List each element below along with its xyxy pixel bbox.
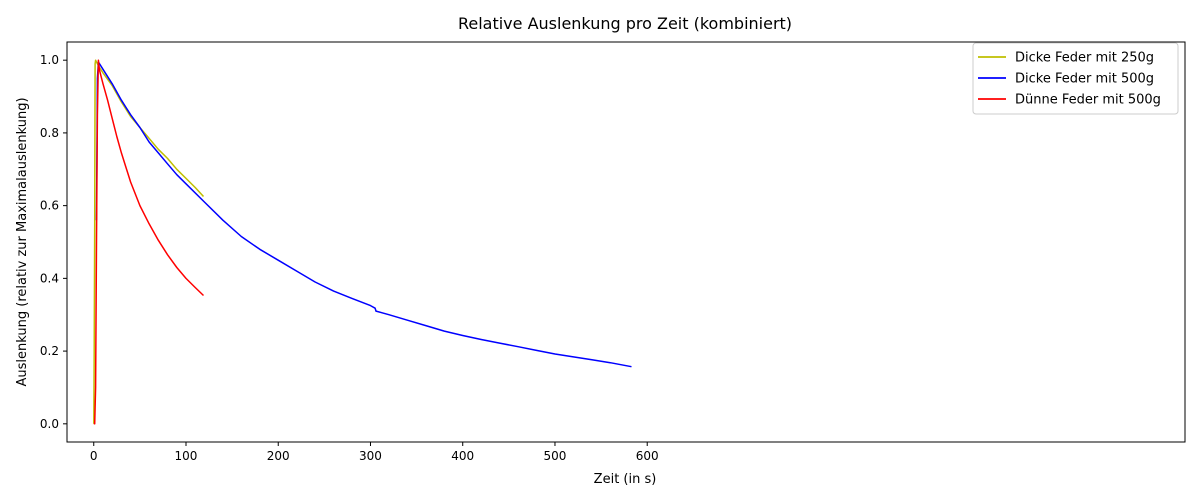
x-tick-label: 200 [267, 449, 290, 463]
x-tick-label: 100 [175, 449, 198, 463]
y-tick-label: 0.6 [40, 199, 59, 213]
x-tick-label: 400 [451, 449, 474, 463]
x-axis-label: Zeit (in s) [594, 472, 657, 487]
legend-box [972, 42, 1179, 115]
x-tick-label: 0 [90, 449, 98, 463]
y-tick-label: 0.0 [40, 417, 59, 431]
y-tick-label: 0.8 [40, 126, 59, 140]
x-tick-label: 500 [544, 449, 567, 463]
x-tick-label: 600 [636, 449, 659, 463]
series-line-1 [93, 59, 205, 424]
legend: Dicke Feder mit 250g Dicke Feder mit 500g… [972, 42, 1179, 115]
x-tick-label: 300 [359, 449, 382, 463]
y-axis: 0.0 0.2 0.4 0.6 0.8 1.0 [40, 53, 67, 431]
axes-frame [66, 41, 1186, 443]
plot-area [93, 59, 632, 425]
series-line-3 [93, 59, 205, 425]
y-tick-label: 0.2 [40, 344, 59, 358]
y-axis-label: Auslenkung (relativ zur Maximalauslenkun… [15, 97, 30, 386]
y-tick-label: 0.4 [40, 271, 59, 285]
legend-label-3: Dünne Feder mit 500g [1015, 93, 1161, 108]
y-tick-label: 1.0 [40, 53, 59, 67]
x-axis: 0 100 200 300 400 500 600 [90, 442, 659, 463]
legend-label-1: Dicke Feder mit 250g [1015, 51, 1154, 66]
legend-label-2: Dicke Feder mit 500g [1015, 72, 1154, 87]
chart-title: Relative Auslenkung pro Zeit (kombiniert… [458, 14, 792, 33]
series-line-2 [95, 61, 632, 368]
